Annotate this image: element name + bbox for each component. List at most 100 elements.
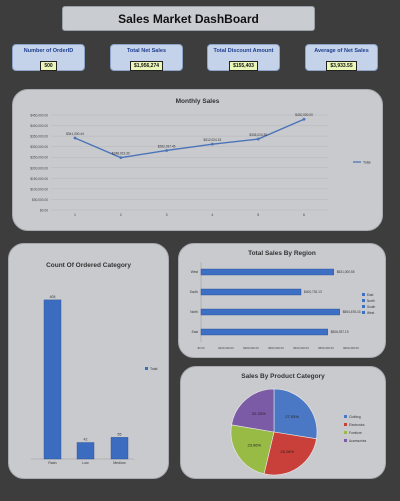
bar <box>76 442 95 460</box>
data-label: 22.33% <box>252 411 266 416</box>
x-tick-label: $0.00 <box>198 346 205 350</box>
data-label: $506,937.19 <box>331 330 349 334</box>
bar <box>200 288 302 296</box>
bar <box>110 437 129 460</box>
y-tick-label: $150,000.00 <box>30 177 48 181</box>
region-sales-chart: $0.00 $100,000.00 $200,000.00 $300,000.00 $4… <box>190 262 376 350</box>
data-label: 27.53% <box>285 414 299 419</box>
data-point <box>73 136 77 140</box>
data-label: 23.96% <box>247 442 261 447</box>
data-label: $531,000.55 <box>337 270 355 274</box>
y-tick-label: $50,000.00 <box>32 198 48 202</box>
monthly-sales-panel: Monthly Sales $0.00 $50,000.00 $100,000.00… <box>12 89 383 231</box>
y-tick-label: $250,000.00 <box>30 156 48 160</box>
bar <box>200 268 334 276</box>
chart-title: Sales By Product Category <box>241 373 325 380</box>
kpi-card-average-net-sales: Average of Net Sales $3,933.55 <box>305 44 378 71</box>
data-label: $248,019.30 <box>112 152 130 156</box>
legend-label: Clothing <box>349 415 361 419</box>
kpi-label: Total Discount Amount <box>213 48 274 54</box>
legend-swatch <box>344 431 347 434</box>
legend-swatch <box>344 439 347 442</box>
bar <box>200 328 328 336</box>
kpi-label: Number of OrderID <box>23 48 74 54</box>
region-sales-panel: Total Sales By Region $0.00 $100,000.00 $2… <box>178 243 386 358</box>
legend-swatch <box>145 367 148 370</box>
legend-label: Furniture <box>349 431 362 435</box>
data-point <box>256 137 260 141</box>
data-point <box>119 156 123 160</box>
y-tick-label: $0.00 <box>40 209 48 213</box>
y-tick-label: $450,000.00 <box>30 114 48 118</box>
data-label: $554,678.43 <box>343 310 361 314</box>
bar <box>43 299 62 460</box>
legend-swatch <box>362 299 365 302</box>
kpi-card-total-net-sales: Total Net Sales $1,956,274 <box>110 44 183 71</box>
x-tick-label: Medium <box>113 461 126 465</box>
data-point <box>302 117 306 121</box>
pie-slice <box>273 388 318 440</box>
x-tick-label: 3 <box>166 213 168 217</box>
product-category-panel: Sales By Product Category 27.53% 26.18% 23… <box>180 366 386 479</box>
pie-slice <box>230 424 275 475</box>
data-point <box>165 149 169 152</box>
x-tick-label: $300,000.00 <box>268 346 284 350</box>
y-tick-label: $400,000.00 <box>30 124 48 128</box>
kpi-value: $3,933.55 <box>326 61 357 71</box>
x-tick-label: 4 <box>211 213 213 217</box>
legend-label: Total <box>150 367 158 371</box>
legend-label: West <box>367 311 374 315</box>
kpi-card-order-count: Number of OrderID 500 <box>12 44 85 71</box>
legend-label: Accessories <box>349 439 367 443</box>
data-label: $400,732.13 <box>304 290 322 294</box>
data-label: 42 <box>84 438 88 442</box>
x-tick-label: 6 <box>303 213 305 217</box>
x-tick-label: Rash <box>48 461 56 465</box>
kpi-label: Average of Net Sales <box>314 48 369 54</box>
legend-swatch <box>362 293 365 296</box>
data-label: 55 <box>118 432 122 436</box>
x-tick-label: $100,000.00 <box>218 346 234 350</box>
x-tick-label: $500,000.00 <box>318 346 334 350</box>
kpi-label: Total Net Sales <box>126 48 167 54</box>
data-label: 405 <box>50 295 56 299</box>
y-tick-label: South <box>190 290 199 294</box>
data-point <box>211 142 214 146</box>
pie-slice <box>263 431 317 476</box>
y-tick-label: East <box>192 330 198 334</box>
legend-label: Total <box>363 160 371 164</box>
data-label: $430,000.00 <box>295 113 313 117</box>
x-tick-label: 5 <box>257 213 259 217</box>
chart-title: Monthly Sales <box>175 98 220 105</box>
series-line <box>74 118 305 159</box>
kpi-value: $1,956,274 <box>129 61 164 71</box>
legend-swatch <box>344 423 347 426</box>
x-tick-label: Low <box>82 461 89 465</box>
legend-swatch <box>344 415 347 418</box>
legend-swatch <box>362 311 365 314</box>
x-tick-label: 1 <box>74 213 76 217</box>
kpi-value: $155,403 <box>229 61 258 71</box>
chart-title: Count Of Ordered Category <box>46 262 131 269</box>
legend-label: East <box>367 293 373 297</box>
y-tick-label: $100,000.00 <box>30 187 48 191</box>
legend-swatch <box>362 305 365 308</box>
x-tick-label: $200,000.00 <box>243 346 259 350</box>
y-tick-label: $350,000.00 <box>30 135 48 139</box>
product-category-chart: 27.53% 26.18% 23.96% 22.33% Clothing Electron… <box>230 388 367 476</box>
monthly-sales-chart: $0.00 $50,000.00 $100,000.00 $150,000.00 $20… <box>30 113 371 217</box>
legend-label: North <box>367 299 375 303</box>
kpi-card-total-discount: Total Discount Amount $155,403 <box>207 44 280 71</box>
legend-label: Electronics <box>349 423 365 427</box>
y-tick-label: $200,000.00 <box>30 166 48 170</box>
y-tick-label: West <box>191 270 198 274</box>
y-tick-label: $300,000.00 <box>30 145 48 149</box>
category-count-panel: Count Of Ordered Category 405 Rash 42 Low 55… <box>8 243 169 479</box>
x-tick-label: $400,000.00 <box>293 346 309 350</box>
category-count-chart: 405 Rash 42 Low 55 Medium Total <box>31 295 158 465</box>
pie-slice <box>231 388 275 433</box>
kpi-value: 500 <box>40 61 57 71</box>
x-tick-label: $600,000.00 <box>343 346 359 350</box>
data-label: 26.18% <box>280 449 294 454</box>
data-label: $336,024.35 <box>249 133 267 137</box>
